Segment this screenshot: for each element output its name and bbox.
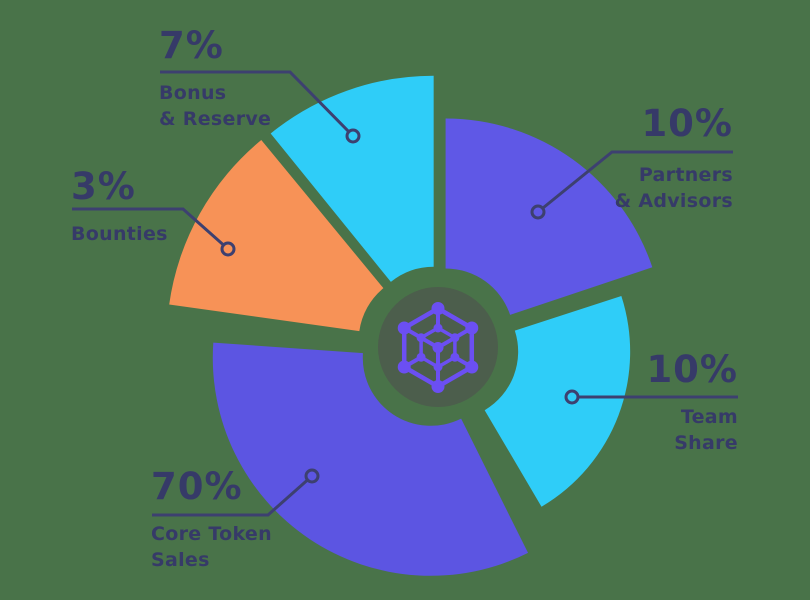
- logo-node: [433, 362, 443, 372]
- label-line: Share: [674, 432, 738, 454]
- logo-node: [431, 302, 445, 315]
- callout-bounties: 3% Bounties: [71, 167, 168, 247]
- pct-label: 10%: [646, 348, 738, 391]
- callout-bonus-reserve: 7% Bonus & Reserve: [159, 26, 271, 132]
- pie-slice-bounties: [169, 140, 384, 332]
- logo-node: [450, 352, 460, 362]
- logo-node: [416, 333, 426, 343]
- pie-slice-bonus: [270, 75, 434, 282]
- pct-label: 7%: [159, 24, 224, 67]
- logo-node: [397, 321, 411, 335]
- pie-slice-partners: [445, 118, 653, 315]
- pct-label: 70%: [151, 465, 243, 508]
- label-line: Partners: [638, 164, 733, 186]
- logo-node: [431, 380, 445, 393]
- logo-node: [416, 352, 426, 362]
- leader-line-partners: [537, 150, 733, 214]
- marker-dot-bounties: [220, 241, 236, 257]
- pct-label: 10%: [641, 102, 733, 145]
- logo-center-node: [432, 342, 444, 353]
- logo-node: [397, 360, 411, 374]
- marker-dot-core: [304, 468, 320, 484]
- label-line: Team: [680, 406, 738, 428]
- callout-core-token-sales: 70% Core Token Sales: [151, 467, 272, 573]
- marker-dot-partners: [530, 204, 546, 220]
- logo-node: [450, 333, 460, 343]
- logo-node: [433, 323, 443, 333]
- label-line: Bonus: [159, 82, 227, 104]
- label-line: Sales: [151, 549, 210, 571]
- logo-node: [465, 360, 479, 374]
- pie-slice-core: [212, 342, 529, 576]
- marker-dot-bonus: [345, 128, 361, 144]
- pie-slice-team: [484, 295, 631, 507]
- leader-line-core: [152, 474, 313, 517]
- callout-partners-advisors: 10% Partners & Advisors: [615, 104, 733, 214]
- label-line: Core Token: [151, 523, 272, 545]
- marker-dot-team: [564, 389, 580, 405]
- callout-team-share: 10% Team Share: [646, 350, 738, 456]
- label-line: Bounties: [71, 223, 168, 245]
- pct-label: 3%: [71, 165, 136, 208]
- logo-node: [465, 321, 479, 335]
- leader-line-bounties: [72, 207, 229, 251]
- label-line: & Reserve: [159, 108, 272, 130]
- label-line: & Advisors: [614, 190, 733, 212]
- leader-line-bonus: [160, 70, 355, 138]
